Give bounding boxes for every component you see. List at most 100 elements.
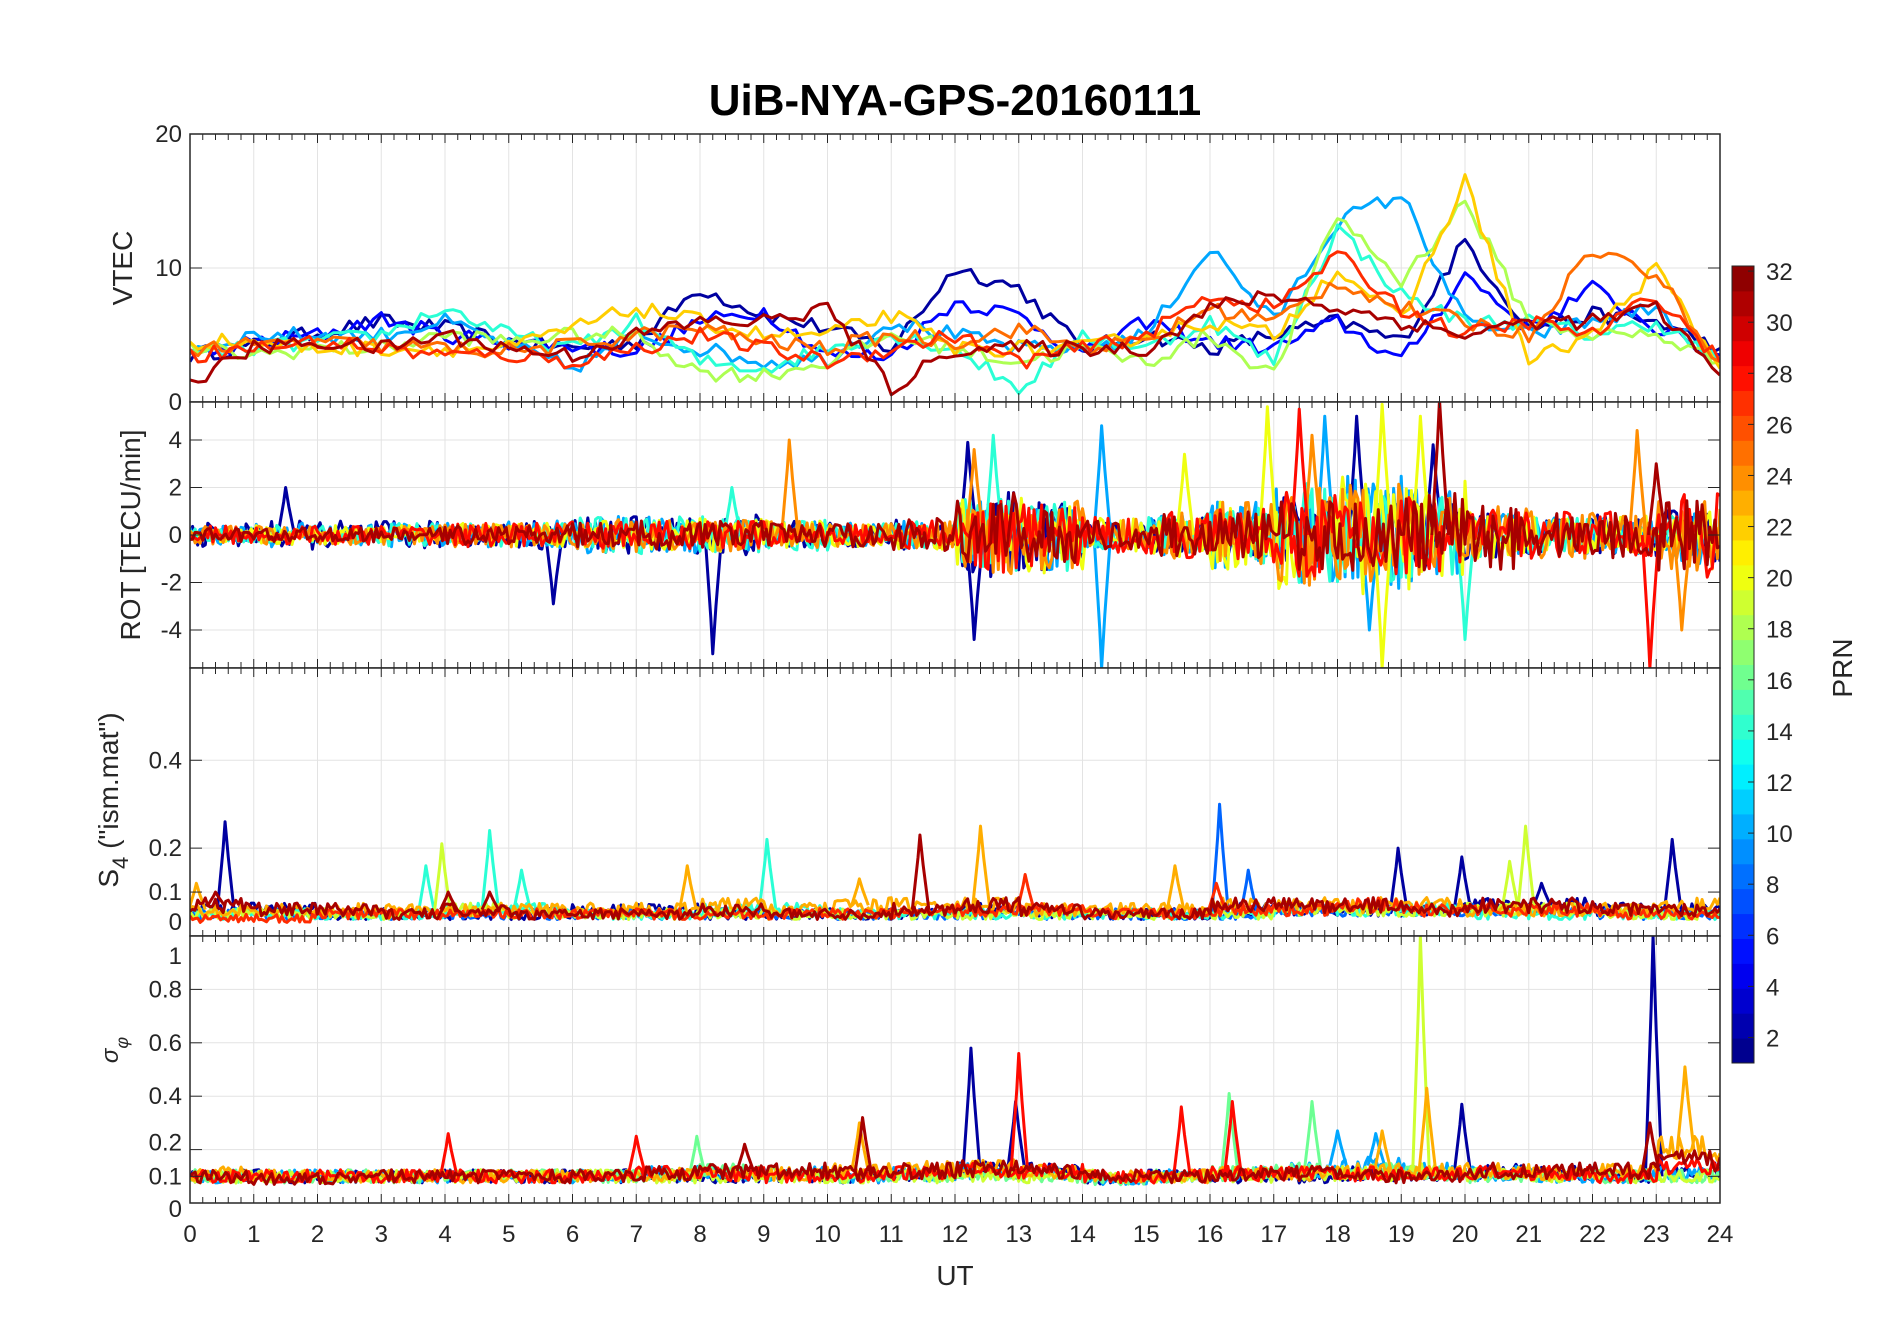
series-line-prn-31 — [190, 1149, 1720, 1186]
colorbar-segment — [1732, 739, 1754, 765]
colorbar-tick-label: 14 — [1766, 719, 1793, 746]
y-tick-label: 0.1 — [149, 1163, 182, 1190]
colorbar-segment — [1732, 689, 1754, 715]
colorbar-segment — [1732, 564, 1754, 591]
colorbar-frame — [1731, 265, 1755, 1064]
y-axis-label-rot: ROT [TECU/min] — [115, 429, 146, 640]
y-tick-label: -4 — [161, 617, 182, 644]
series-line-prn-31 — [190, 896, 1720, 921]
colorbar-tick-label: 6 — [1766, 923, 1779, 950]
spike-prn-28 — [1640, 534, 1661, 668]
s4-label-sub: 4 — [108, 857, 133, 869]
colorbar-segment — [1732, 789, 1754, 815]
y-tick-label: 2 — [169, 475, 182, 502]
series-line-prn-5 — [190, 271, 1720, 362]
colorbar-segment — [1732, 1038, 1754, 1064]
colorbar-segment — [1732, 465, 1754, 491]
colorbar-tick-label: 22 — [1766, 515, 1793, 542]
colorbar-segment — [1732, 266, 1754, 292]
colorbar-segment — [1732, 315, 1754, 342]
colorbar-segment — [1732, 490, 1754, 516]
spike-prn-31 — [1640, 1121, 1661, 1172]
y-tick-label: 20 — [155, 121, 182, 148]
series-line-prn-31 — [190, 290, 1720, 397]
spike-prn-10 — [1315, 414, 1336, 536]
y-axis-label-s4: S4 ("ism.mat") — [93, 712, 133, 887]
colorbar-segment — [1732, 963, 1754, 989]
panel-sigma: 0 0.1 0.2 0.4 0.6 0.8 1 — [149, 935, 1721, 1223]
spike-prn-10 — [1092, 424, 1113, 536]
colorbar-segment — [1732, 539, 1754, 566]
x-tick-label: 14 — [1069, 1221, 1096, 1248]
colorbar-segment — [1732, 813, 1754, 840]
spike-prn-23 — [850, 1121, 870, 1172]
spike-prn-14 — [984, 433, 1004, 536]
y-tick-label: 0.2 — [149, 835, 182, 862]
x-tick-label: 24 — [1707, 1221, 1734, 1248]
spike-prn-24 — [1302, 433, 1323, 536]
chart-title: UiB-NYA-GPS-20160111 — [709, 76, 1201, 125]
y-axis-label-sigma: σφ — [97, 1037, 132, 1063]
spike-prn-8 — [1239, 868, 1259, 915]
y-tick-label: 0.1 — [149, 879, 182, 906]
colorbar-tick-label: 2 — [1766, 1025, 1779, 1052]
spike-prn-24 — [780, 438, 800, 536]
colorbar-segment — [1732, 1013, 1754, 1039]
spike-prn-23 — [850, 877, 870, 906]
colorbar-segment — [1732, 988, 1754, 1014]
x-tick-label: 12 — [942, 1221, 969, 1248]
spike-prn-16 — [1219, 1092, 1240, 1174]
spike-prn-14 — [1455, 534, 1476, 641]
spike-prn-23 — [190, 881, 207, 911]
y-tick-label: 0.8 — [149, 976, 182, 1003]
colorbar-tick-label: 4 — [1766, 974, 1779, 1001]
spike-prn-20 — [1411, 414, 1431, 536]
spike-prn-20 — [1258, 405, 1278, 536]
spike-prn-20 — [1372, 402, 1393, 536]
spike-prn-2 — [276, 486, 297, 536]
colorbar-segment — [1732, 639, 1754, 665]
colorbar-segment — [1732, 938, 1754, 964]
colorbar-tick-label: 20 — [1766, 566, 1793, 593]
colorbar-segment — [1732, 888, 1754, 915]
colorbar-tick-label: 18 — [1766, 617, 1793, 644]
spike-prn-2 — [703, 534, 724, 656]
y-tick-label: 0 — [169, 522, 182, 549]
y-tick-label: -2 — [161, 570, 182, 597]
x-tick-label: 18 — [1324, 1221, 1351, 1248]
colorbar-tick-label: 24 — [1766, 463, 1793, 490]
x-tick-label: 17 — [1260, 1221, 1287, 1248]
colorbar-segment — [1732, 863, 1754, 890]
colorbar-tick-label: 28 — [1766, 361, 1793, 388]
spike-prn-20 — [1372, 534, 1393, 668]
y-tick-label: 10 — [155, 255, 182, 282]
x-tick-label: 23 — [1643, 1221, 1670, 1248]
x-tick-label: 10 — [814, 1221, 841, 1248]
colorbar-tick-label: 32 — [1766, 259, 1793, 286]
spike-prn-2 — [1452, 1102, 1473, 1174]
spike-prn-10 — [1328, 1129, 1348, 1167]
x-tick-label: 13 — [1005, 1221, 1032, 1248]
spike-prn-31 — [735, 1142, 755, 1172]
x-tick-label: 1 — [247, 1221, 260, 1248]
spike-prn-27 — [1016, 872, 1036, 911]
colorbar-segment — [1732, 714, 1754, 740]
spike-prn-19 — [1500, 859, 1521, 910]
colorbar-tick-label: 8 — [1766, 872, 1779, 899]
spike-prn-23 — [678, 864, 698, 910]
colorbar-tick-label: 16 — [1766, 668, 1793, 695]
spike-prn-2 — [958, 440, 979, 536]
y-tick-label: 0 — [169, 909, 182, 936]
spike-prn-10 — [1360, 534, 1380, 632]
x-tick-label: 16 — [1197, 1221, 1224, 1248]
colorbar-segment — [1732, 440, 1754, 466]
x-tick-label: 0 — [183, 1221, 196, 1248]
x-tick-label: 4 — [438, 1221, 451, 1248]
spike-prn-19 — [1516, 824, 1536, 910]
y-tick-label: 0.2 — [149, 1130, 182, 1157]
spike-prn-10 — [1366, 1132, 1387, 1167]
spike-prn-20 — [1175, 452, 1195, 536]
spike-prn-19 — [1411, 936, 1431, 1172]
series-line-prn-2 — [190, 238, 1720, 363]
spike-prn-23 — [1417, 1086, 1438, 1172]
